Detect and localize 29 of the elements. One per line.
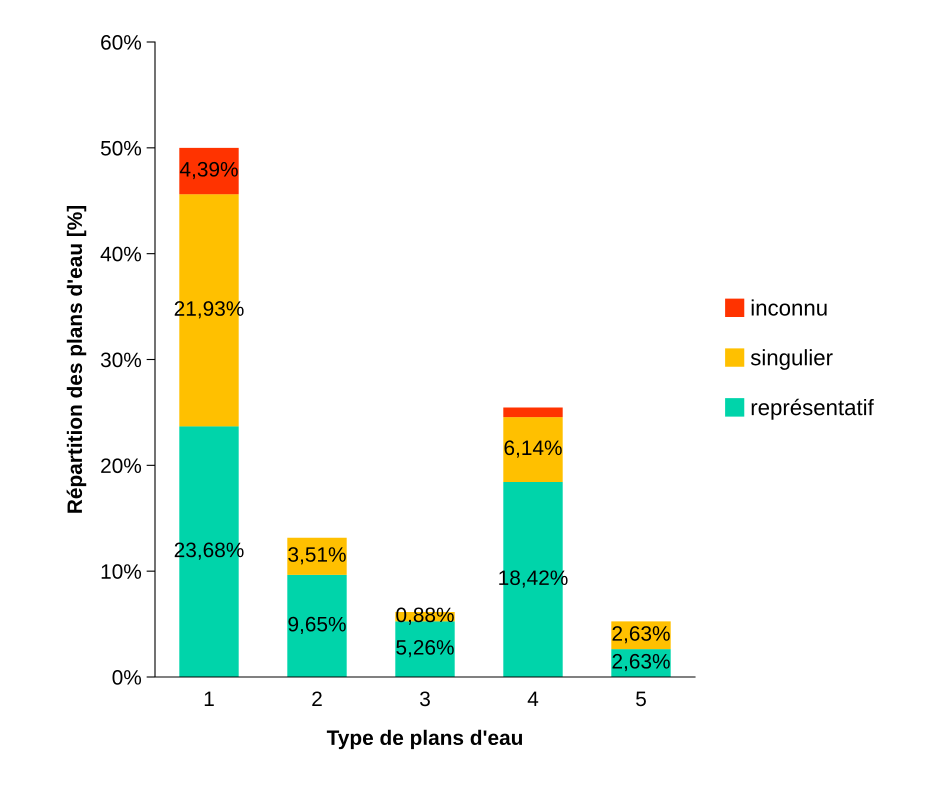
y-tick-label: 60% [101, 35, 142, 50]
data-label: 2,63% [612, 654, 670, 672]
data-label: 3,51% [288, 547, 346, 564]
data-label: 4,39% [180, 162, 238, 180]
y-tick-label: 40% [100, 246, 142, 262]
y-axis-title: Répartition des plans d'eau [%] [66, 206, 86, 513]
legend-label: représentatif [752, 398, 874, 420]
bar [503, 408, 563, 418]
bar [503, 417, 563, 482]
x-tick-label: 3 [420, 691, 430, 706]
y-tick-label: 10% [102, 564, 142, 579]
legend-label: inconnu [752, 299, 827, 316]
bar [287, 574, 347, 677]
legend-label: singulier [750, 349, 833, 370]
bar [179, 148, 239, 194]
y-tick-label: 0% [112, 670, 142, 685]
x-tick-label: 4 [528, 692, 538, 706]
y-tick-label: 20% [101, 458, 142, 474]
x-tick-label: 1 [204, 692, 214, 706]
x-axis-title: Type de plans d'eau [326, 730, 522, 750]
data-label: 6,14% [504, 440, 562, 458]
x-tick-label: 5 [636, 692, 646, 706]
y-tick-label: 50% [100, 140, 142, 156]
data-label: 0,88% [396, 608, 454, 625]
data-label: 9,65% [288, 616, 346, 634]
data-label: 5,26% [396, 640, 454, 658]
data-label: 2,63% [612, 626, 670, 644]
x-tick-label: 2 [312, 691, 322, 706]
y-tick-label: 30% [100, 352, 142, 368]
